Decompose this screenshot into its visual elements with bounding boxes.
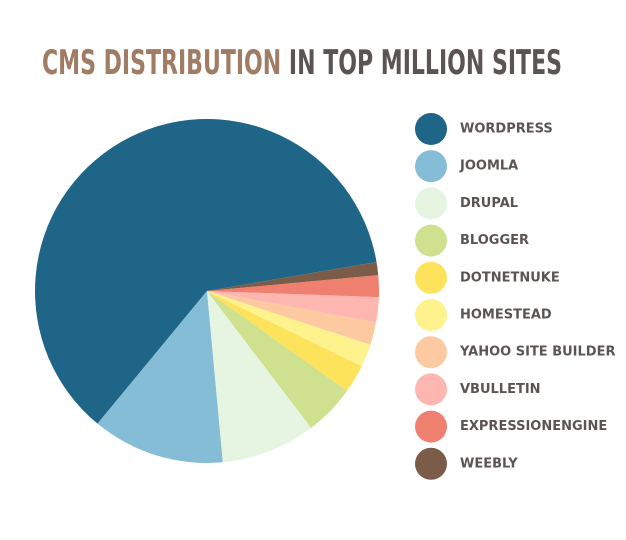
- legend-swatch: [415, 261, 447, 294]
- pie-slice: [35, 119, 377, 424]
- legend-label: YAHOO SITE BUILDER: [459, 345, 615, 360]
- pie-slice: [207, 262, 379, 291]
- pie-slice: [207, 275, 379, 298]
- legend-swatch: [415, 299, 447, 331]
- legend-label: HOMESTEAD: [460, 308, 552, 323]
- legend-label: EXPRESSIONENGINE: [460, 419, 607, 434]
- legend-swatch: [415, 410, 447, 443]
- pie-slice: [207, 291, 348, 428]
- legend-label: WORDPRESS: [460, 122, 553, 137]
- legend-swatch: [415, 113, 447, 145]
- legend-swatch: [415, 336, 447, 369]
- legend-swatch: [415, 447, 447, 480]
- pie-slice: [207, 291, 362, 391]
- pie-slice: [97, 291, 223, 463]
- pie-slice: [207, 291, 312, 463]
- pie-slice: [207, 291, 379, 323]
- legend-label: JOOMLA: [459, 159, 518, 174]
- legend-label: DOTNETNUKE: [460, 270, 560, 285]
- legend-label: BLOGGER: [460, 233, 529, 248]
- chart-title: CMS DISTRIBUTION IN TOP MILLION SITES: [42, 43, 562, 83]
- legend-swatch: [415, 224, 447, 257]
- legend-swatch: [415, 373, 447, 406]
- pie-slice: [207, 291, 377, 345]
- legend-swatch: [415, 187, 447, 220]
- legend-label: DRUPAL: [460, 196, 518, 211]
- pie-slice: [207, 291, 371, 367]
- legend-label: VBULLETIN: [460, 382, 541, 397]
- title-part: IN TOP MILLION SITES: [289, 43, 562, 83]
- title-part: CMS DISTRIBUTION: [42, 43, 281, 83]
- legend-label: WEEBLY: [460, 456, 518, 471]
- legend-swatch: [415, 150, 447, 183]
